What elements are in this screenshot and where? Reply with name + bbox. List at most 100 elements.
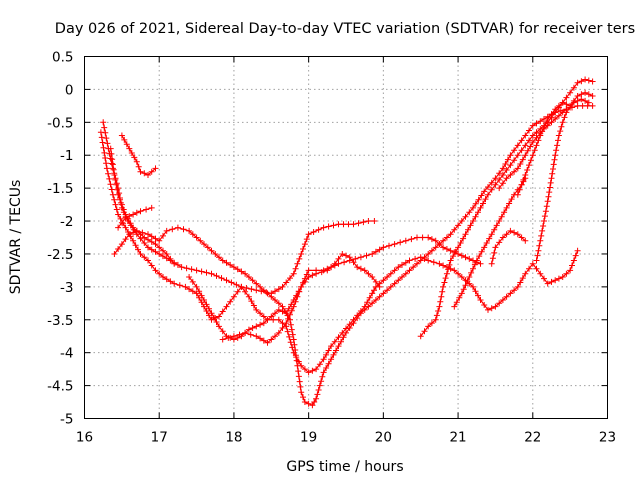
data-point — [574, 79, 581, 86]
data-point — [316, 382, 323, 389]
data-point — [507, 290, 514, 297]
data-point — [533, 142, 540, 149]
data-point — [305, 400, 312, 407]
data-point — [553, 147, 560, 154]
data-point — [542, 208, 549, 215]
data-point — [292, 347, 299, 353]
data-point — [323, 365, 330, 371]
data-point — [148, 246, 155, 253]
data-point — [171, 260, 178, 267]
data-point — [417, 257, 424, 264]
data-point — [492, 181, 499, 188]
data-point — [436, 303, 443, 310]
data-point — [544, 198, 551, 205]
data-point — [531, 147, 538, 154]
data-point — [298, 389, 305, 396]
data-point — [117, 215, 124, 222]
series-trail — [498, 108, 567, 189]
y-tick-label: -0.5 — [47, 115, 73, 131]
data-point — [537, 118, 544, 125]
data-point — [245, 326, 252, 333]
data-point — [178, 264, 185, 271]
data-point — [455, 244, 462, 251]
data-point — [365, 303, 372, 310]
data-point — [514, 165, 521, 172]
data-point — [541, 275, 547, 282]
data-point — [555, 102, 562, 109]
data-point — [294, 293, 301, 300]
data-point — [450, 253, 457, 260]
data-point — [585, 91, 592, 98]
data-point — [514, 152, 521, 159]
data-point — [559, 99, 566, 106]
data-point — [234, 288, 241, 295]
data-point — [309, 272, 316, 279]
data-point — [213, 319, 220, 325]
data-point — [109, 156, 116, 163]
data-point — [550, 166, 556, 172]
data-point — [547, 179, 554, 186]
data-point — [453, 299, 460, 306]
data-point — [488, 231, 495, 238]
data-point — [563, 270, 570, 277]
data-point — [316, 361, 323, 368]
data-point — [126, 145, 133, 152]
data-point — [541, 125, 547, 132]
data-point — [472, 213, 479, 220]
data-point — [534, 252, 541, 259]
data-point — [160, 232, 166, 239]
data-point — [320, 356, 327, 363]
data-point — [399, 261, 405, 268]
data-point — [292, 352, 299, 359]
data-point — [279, 308, 286, 315]
data-point — [443, 234, 450, 241]
data-point — [117, 196, 123, 203]
data-point — [105, 170, 112, 177]
data-point — [502, 161, 509, 167]
data-point — [442, 275, 449, 282]
data-point — [473, 257, 480, 264]
data-point — [372, 297, 379, 303]
data-point — [520, 176, 527, 183]
data-point — [380, 277, 387, 284]
data-point — [183, 265, 190, 272]
data-point — [511, 287, 518, 294]
x-tick-label: 16 — [76, 430, 93, 446]
data-point — [585, 99, 592, 106]
data-point — [145, 172, 151, 178]
data-point — [470, 283, 476, 290]
data-point — [148, 204, 155, 211]
data-point — [130, 237, 137, 244]
data-point — [455, 270, 462, 277]
data-point — [507, 152, 514, 159]
y-tick-label: -2.5 — [47, 247, 73, 263]
data-point — [186, 286, 193, 293]
series-track-8 — [219, 234, 484, 346]
data-point — [148, 233, 155, 240]
data-point — [101, 149, 108, 156]
data-point — [305, 231, 312, 238]
x-tick-label: 19 — [300, 430, 317, 446]
data-point — [203, 301, 210, 308]
data-point — [272, 297, 278, 303]
data-point — [291, 341, 298, 348]
data-point — [253, 287, 260, 294]
data-point — [369, 251, 376, 257]
data-point — [106, 175, 113, 182]
data-point — [135, 246, 141, 253]
data-point — [470, 218, 476, 224]
data-point — [186, 274, 193, 280]
data-point — [440, 237, 447, 244]
data-point — [122, 236, 129, 243]
data-point — [538, 232, 545, 239]
data-point — [148, 168, 155, 175]
data-point — [107, 145, 114, 152]
data-point — [137, 208, 144, 215]
data-point — [247, 331, 254, 338]
data-point — [357, 310, 364, 317]
data-point — [386, 242, 392, 249]
data-point — [295, 368, 302, 375]
data-point — [514, 231, 521, 238]
data-point — [260, 320, 267, 327]
data-point — [152, 235, 159, 242]
